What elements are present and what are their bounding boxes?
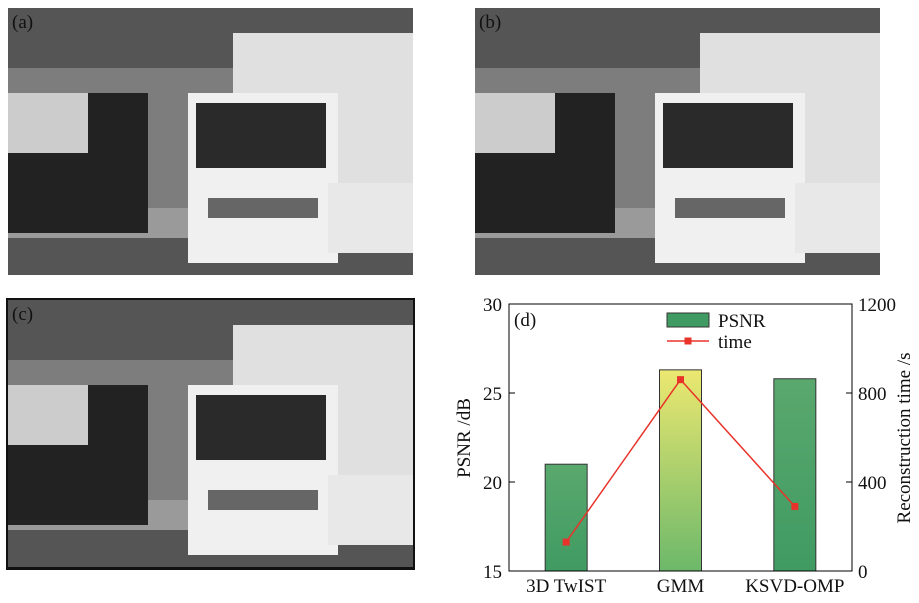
photo-b	[475, 8, 880, 275]
marker	[791, 503, 798, 510]
x-tick-label: KSVD-OMP	[745, 576, 844, 597]
marker	[677, 376, 684, 383]
bar	[545, 464, 587, 571]
marker	[563, 539, 570, 546]
legend-label: PSNR	[718, 311, 766, 332]
panel-label: (c)	[12, 304, 33, 325]
x-tick-label: 3D TwIST	[526, 576, 607, 597]
y-tick-label: 20	[483, 473, 502, 494]
y2-tick-label: 1200	[858, 295, 896, 316]
legend-swatch	[667, 313, 709, 327]
figure: (a) (b) (c) (d) PSNR time PSNR /dB Recon…	[0, 0, 919, 598]
photo-a	[8, 8, 413, 275]
bar	[774, 379, 816, 571]
x-tick-label: GMM	[657, 576, 705, 597]
panel-label: (d)	[514, 310, 536, 331]
legend-marker	[685, 338, 692, 345]
panel-label: (b)	[479, 12, 501, 33]
y2-axis-label: Reconstruction time /s	[894, 353, 915, 524]
panel-label: (a)	[12, 12, 33, 33]
y-axis-label: PSNR /dB	[454, 398, 475, 478]
y-tick-label: 15	[483, 562, 502, 583]
y2-tick-label: 800	[858, 384, 887, 405]
y2-tick-label: 400	[858, 473, 887, 494]
y-tick-label: 30	[483, 295, 502, 316]
y-tick-label: 25	[483, 384, 502, 405]
legend-label: time	[718, 332, 752, 353]
photo-c	[6, 298, 415, 570]
y2-tick-label: 0	[858, 562, 868, 583]
